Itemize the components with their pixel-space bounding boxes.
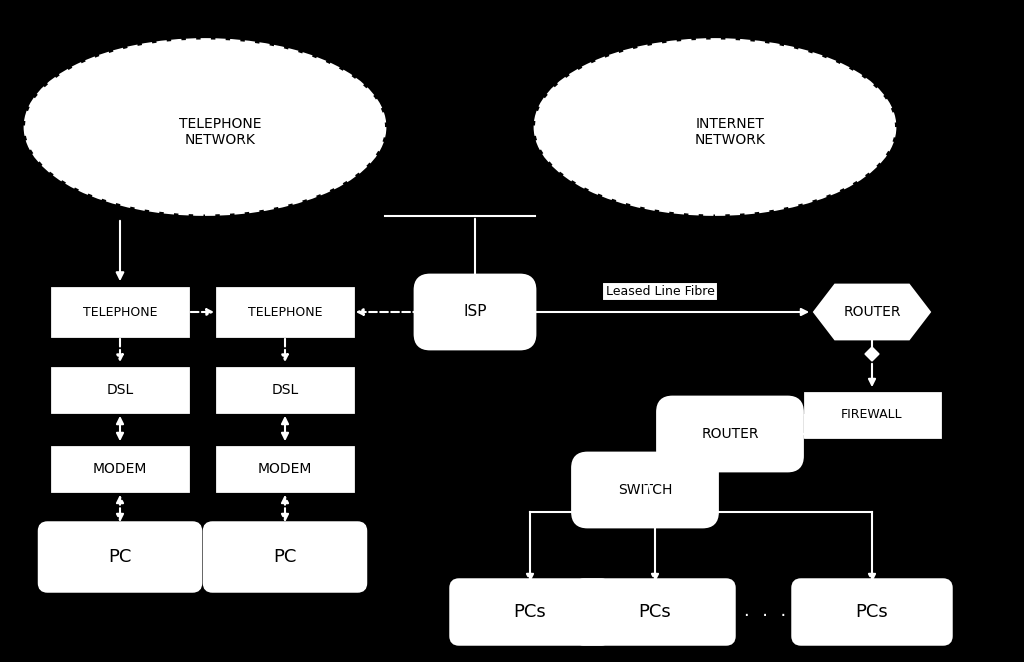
Text: Leased Line Fibre: Leased Line Fibre xyxy=(605,285,715,298)
Text: TELEPHONE: TELEPHONE xyxy=(83,305,158,318)
Bar xyxy=(239,80,291,153)
Ellipse shape xyxy=(535,40,895,214)
Bar xyxy=(805,393,939,437)
Ellipse shape xyxy=(749,71,801,89)
Text: MODEM: MODEM xyxy=(93,462,147,476)
Ellipse shape xyxy=(84,71,136,89)
Bar xyxy=(749,80,801,153)
Text: PCs: PCs xyxy=(514,603,547,621)
Text: INTERNET
NETWORK: INTERNET NETWORK xyxy=(694,117,765,147)
Text: TELEPHONE: TELEPHONE xyxy=(248,305,323,318)
FancyBboxPatch shape xyxy=(572,453,718,527)
Bar xyxy=(52,288,187,336)
Text: FIREWALL: FIREWALL xyxy=(841,408,903,422)
Polygon shape xyxy=(865,347,879,361)
Text: ROUTER: ROUTER xyxy=(701,427,759,441)
Ellipse shape xyxy=(239,71,291,89)
FancyBboxPatch shape xyxy=(205,523,366,591)
Text: MODEM: MODEM xyxy=(258,462,312,476)
Bar xyxy=(217,447,352,491)
FancyBboxPatch shape xyxy=(793,580,951,644)
FancyBboxPatch shape xyxy=(575,580,734,644)
Ellipse shape xyxy=(244,79,287,87)
Text: DSL: DSL xyxy=(106,383,133,397)
Text: . . . . .: . . . . . xyxy=(724,604,806,620)
Ellipse shape xyxy=(89,79,131,87)
Text: SWITCH: SWITCH xyxy=(617,483,672,497)
FancyBboxPatch shape xyxy=(40,523,201,591)
Text: ROUTER: ROUTER xyxy=(843,305,901,319)
Text: PC: PC xyxy=(109,548,132,566)
Bar xyxy=(52,368,187,412)
FancyBboxPatch shape xyxy=(657,397,803,471)
FancyBboxPatch shape xyxy=(451,580,609,644)
Ellipse shape xyxy=(594,140,646,158)
Ellipse shape xyxy=(754,79,797,87)
Bar xyxy=(217,288,352,336)
Text: ISP: ISP xyxy=(463,305,486,320)
Text: PCs: PCs xyxy=(639,603,672,621)
Ellipse shape xyxy=(84,140,136,158)
Text: TELEPHONE
NETWORK: TELEPHONE NETWORK xyxy=(179,117,261,147)
Text: DSL: DSL xyxy=(271,383,299,397)
Text: PCs: PCs xyxy=(856,603,889,621)
Text: PC: PC xyxy=(273,548,297,566)
Bar xyxy=(52,447,187,491)
Ellipse shape xyxy=(749,140,801,158)
Ellipse shape xyxy=(239,140,291,158)
Bar xyxy=(217,368,352,412)
Ellipse shape xyxy=(25,40,385,214)
Ellipse shape xyxy=(594,71,646,89)
Bar xyxy=(84,80,136,153)
Ellipse shape xyxy=(599,79,641,87)
FancyBboxPatch shape xyxy=(415,275,535,349)
Bar xyxy=(594,80,646,153)
Polygon shape xyxy=(814,285,930,339)
